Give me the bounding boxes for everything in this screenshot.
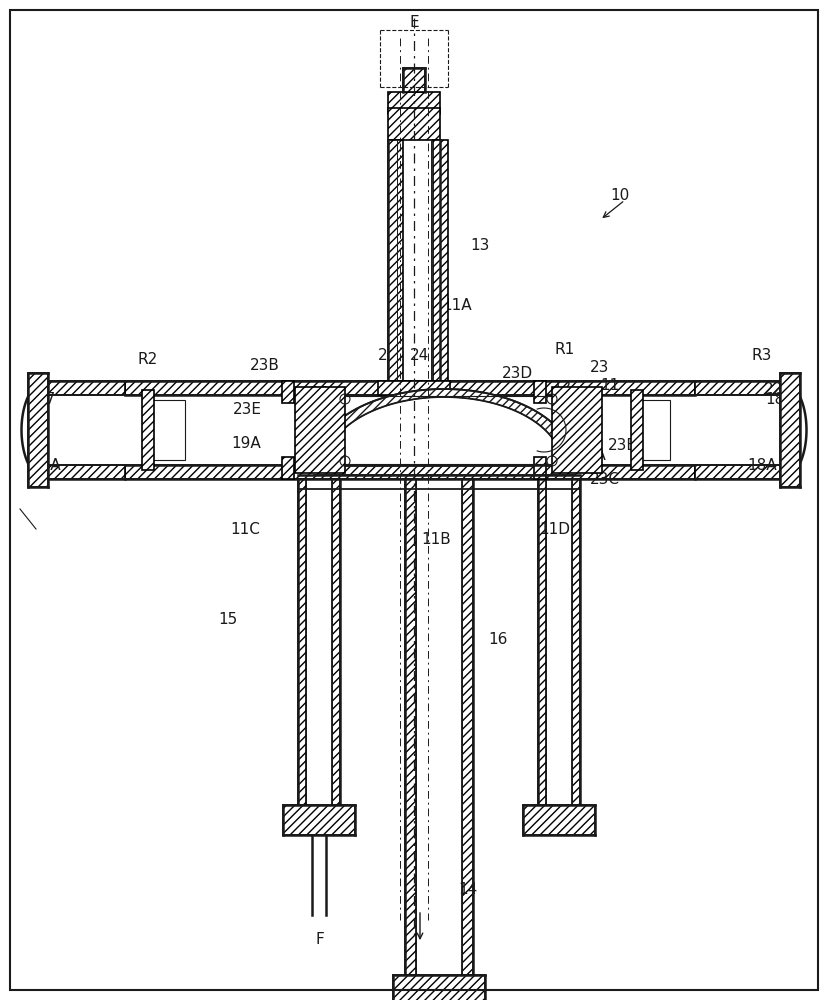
Text: 22: 22 — [763, 382, 782, 397]
Polygon shape — [393, 975, 485, 1000]
Text: 16: 16 — [488, 633, 507, 648]
Text: 23B: 23B — [250, 358, 280, 372]
Text: 19A: 19A — [231, 436, 261, 452]
Polygon shape — [28, 373, 48, 487]
Text: E: E — [409, 15, 418, 30]
Polygon shape — [388, 140, 403, 381]
Polygon shape — [694, 381, 781, 395]
Polygon shape — [388, 108, 439, 140]
Polygon shape — [571, 479, 579, 825]
Polygon shape — [388, 92, 439, 114]
Polygon shape — [630, 390, 643, 470]
Polygon shape — [282, 381, 294, 403]
Text: 17: 17 — [36, 392, 55, 408]
Polygon shape — [403, 68, 424, 92]
Text: 19: 19 — [555, 444, 574, 460]
Polygon shape — [150, 400, 184, 460]
Text: 23C: 23C — [590, 473, 619, 488]
Text: 25: 25 — [378, 348, 397, 362]
Text: 23E: 23E — [607, 438, 636, 452]
Text: 18: 18 — [764, 392, 784, 408]
Polygon shape — [779, 373, 799, 487]
Text: 23E: 23E — [232, 402, 261, 418]
Polygon shape — [294, 387, 345, 473]
Text: 23D: 23D — [501, 366, 532, 381]
Polygon shape — [404, 479, 415, 975]
Text: R2: R2 — [138, 353, 158, 367]
Polygon shape — [46, 465, 125, 479]
Polygon shape — [141, 390, 154, 470]
Text: 18A: 18A — [746, 458, 776, 473]
Text: R3: R3 — [751, 348, 772, 362]
Text: 26: 26 — [310, 385, 329, 400]
Polygon shape — [313, 389, 573, 465]
Text: 21: 21 — [160, 412, 179, 428]
Text: 15: 15 — [218, 612, 237, 628]
Polygon shape — [298, 479, 306, 825]
Polygon shape — [533, 457, 545, 479]
Text: 11D: 11D — [539, 522, 570, 538]
Polygon shape — [283, 805, 355, 835]
Text: F: F — [315, 932, 324, 947]
Polygon shape — [634, 400, 669, 460]
Text: 24: 24 — [410, 348, 429, 362]
Polygon shape — [461, 479, 472, 975]
Text: F: F — [335, 397, 344, 412]
Text: 13: 13 — [470, 237, 489, 252]
Polygon shape — [433, 140, 447, 381]
Polygon shape — [125, 381, 694, 395]
Polygon shape — [332, 479, 340, 825]
Polygon shape — [326, 397, 562, 465]
Polygon shape — [523, 805, 595, 835]
Text: 17A: 17A — [31, 458, 60, 473]
Text: E: E — [300, 450, 309, 466]
Text: 11A: 11A — [442, 298, 471, 312]
Text: 11B: 11B — [421, 532, 451, 548]
Polygon shape — [125, 465, 694, 479]
Polygon shape — [694, 465, 781, 479]
Text: 23A: 23A — [576, 448, 606, 462]
Polygon shape — [533, 381, 545, 403]
Polygon shape — [282, 457, 294, 479]
Text: 10: 10 — [609, 188, 629, 202]
Polygon shape — [46, 381, 125, 395]
Text: R1: R1 — [554, 342, 575, 358]
Polygon shape — [538, 479, 545, 825]
Text: R4: R4 — [439, 428, 460, 442]
Polygon shape — [552, 387, 601, 473]
Text: 11C: 11C — [230, 522, 260, 538]
Text: 23: 23 — [590, 360, 609, 374]
Polygon shape — [378, 381, 449, 395]
Text: 12: 12 — [552, 380, 571, 395]
Text: 14: 14 — [458, 882, 477, 897]
Text: 11: 11 — [600, 377, 619, 392]
Polygon shape — [125, 395, 694, 465]
